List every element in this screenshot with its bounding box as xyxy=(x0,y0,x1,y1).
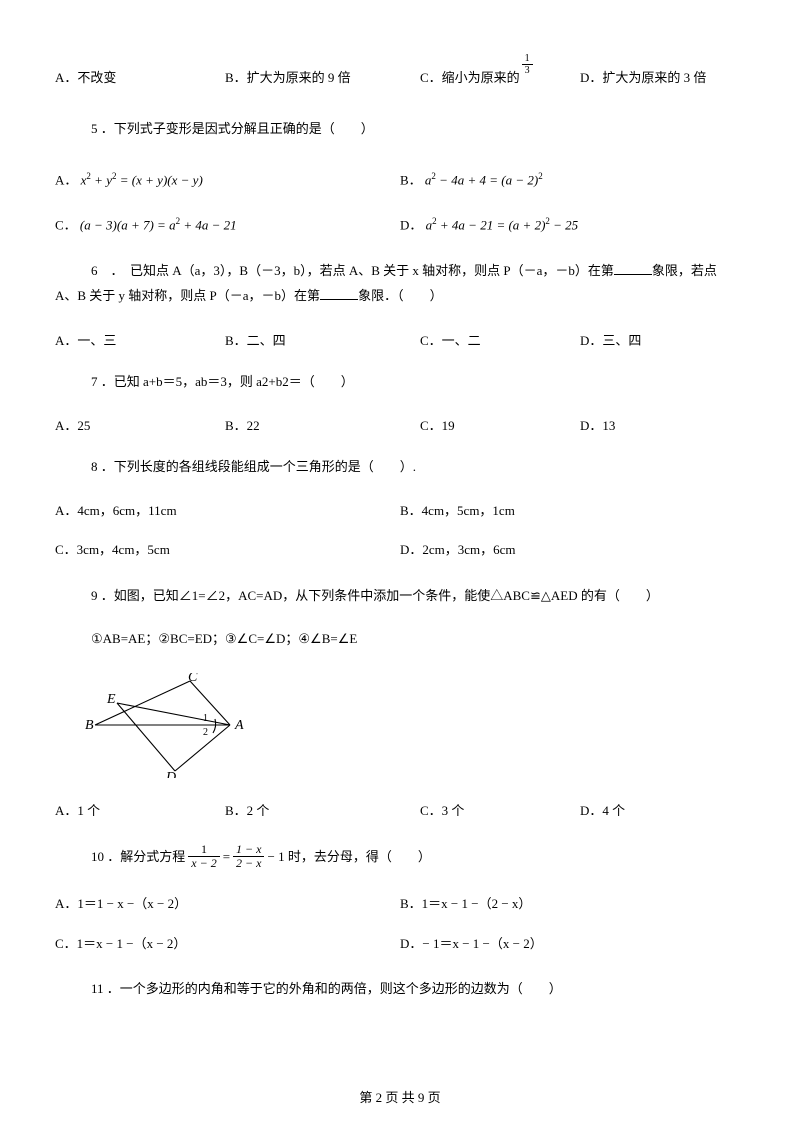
q6-opt-a: A．一、三 xyxy=(55,331,225,351)
q6-blank2 xyxy=(320,287,358,300)
q10-f1n: 1 xyxy=(188,843,219,857)
lbl-D: D xyxy=(165,770,176,778)
q8-opt-c: C．3cm，4cm，5cm xyxy=(55,540,400,560)
q10-opt-d: D．− 1＝x − 1 −（x − 2） xyxy=(400,934,745,954)
q7-opt-b: B．22 xyxy=(225,416,420,436)
q4-opt-d: D．扩大为原来的 3 倍 xyxy=(580,50,745,88)
q4-opt-c-text: C．缩小为原来的 xyxy=(420,68,520,88)
q6-l2-suf: 象限．（ ） xyxy=(358,288,443,303)
q9-cond: ①AB=AE；②BC=ED；③∠C=∠D；④∠B=∠E xyxy=(55,629,745,649)
q8-opt-b: B．4cm，5cm，1cm xyxy=(400,501,745,521)
q5-c-prefix: C． xyxy=(55,218,77,233)
q9-opt-a: A．1 个 xyxy=(55,801,225,821)
q7-opt-a: A．25 xyxy=(55,416,225,436)
q5-row-cd: C． (a − 3)(a + 7) = a2 + 4a − 21 D． a2 +… xyxy=(55,215,745,235)
q9-stem: 9 ．如图，已知∠1=∠2，AC=AD，从下列条件中添加一个条件，能使△ABC≌… xyxy=(55,586,745,606)
q5-c-math: (a − 3)(a + 7) = a2 + 4a − 21 xyxy=(80,215,237,235)
lbl-A: A xyxy=(234,718,244,733)
lbl-B: B xyxy=(85,718,94,733)
q6-line2: A、B 关于 y 轴对称，则点 P（－a，－b）在第 象限．（ ） xyxy=(55,286,745,307)
lbl-E: E xyxy=(106,692,116,707)
q10-pre: 10 ．解分式方程 xyxy=(91,847,185,867)
q10-opt-a: A．1＝1 − x −（x − 2） xyxy=(55,894,400,914)
q4-options-row: A．不改变 B．扩大为原来的 9 倍 C．缩小为原来的 1 3 D．扩大为原来的… xyxy=(55,50,745,88)
q8-row-cd: C．3cm，4cm，5cm D．2cm，3cm，6cm xyxy=(55,540,745,560)
q6-options: A．一、三 B．二、四 C．一、二 D．三、四 xyxy=(55,331,745,351)
q10-opt-b: B．1＝x − 1 −（2 − x） xyxy=(400,894,745,914)
q6-l2-text: A、B 关于 y 轴对称，则点 P（－a，－b）在第 xyxy=(55,288,320,303)
q8-stem: 8 ．下列长度的各组线段能组成一个三角形的是（ ）. xyxy=(55,457,745,477)
q4-frac-den: 3 xyxy=(522,65,533,76)
q5-d-prefix: D． xyxy=(400,218,422,233)
q5-stem: 5 ．下列式子变形是因式分解且正确的是（ ） xyxy=(55,116,745,142)
q5-opt-b: B． a2 − 4a + 4 = (a − 2)2 xyxy=(400,170,745,190)
q9-opt-c: C．3 个 xyxy=(420,801,580,821)
q7-opt-c: C．19 xyxy=(420,416,580,436)
q10-f2d: 2 − x xyxy=(233,857,264,870)
q10-opt-c: C．1＝x − 1 −（x − 2） xyxy=(55,934,400,954)
q9-opt-d: D．4 个 xyxy=(580,801,745,821)
q6-l1-suf: 象限，若点 xyxy=(652,263,717,278)
q5-a-prefix: A． xyxy=(55,172,77,187)
q5-b-math: a2 − 4a + 4 = (a − 2)2 xyxy=(425,170,543,190)
q10-suf: − 1 时，去分母，得（ ） xyxy=(267,847,430,867)
q10-f2n: 1 − x xyxy=(233,843,264,857)
q9-svg: A B C D E 1 2 xyxy=(85,673,250,778)
q9-opt-b: B．2 个 xyxy=(225,801,420,821)
q8-opt-d: D．2cm，3cm，6cm xyxy=(400,540,745,560)
lbl-C: C xyxy=(188,673,198,685)
q4-frac-num: 1 xyxy=(522,53,533,65)
q4-opt-c: C．缩小为原来的 1 3 xyxy=(420,50,580,88)
lbl-2: 2 xyxy=(203,727,208,738)
q10-stem: 10 ．解分式方程 1 x − 2 = 1 − x 2 − x − 1 时，去分… xyxy=(55,843,745,870)
q9-options: A．1 个 B．2 个 C．3 个 D．4 个 xyxy=(55,801,745,821)
q5-opt-a: A． x2 + y2 = (x + y)(x − y) xyxy=(55,170,400,190)
q5-a-math: x2 + y2 = (x + y)(x − y) xyxy=(81,170,203,190)
q6-blank1 xyxy=(614,262,652,275)
q6-opt-b: B．二、四 xyxy=(225,331,420,351)
q7-options: A．25 B．22 C．19 D．13 xyxy=(55,416,745,436)
q5-d-math: a2 + 4a − 21 = (a + 2)2 − 25 xyxy=(426,215,579,235)
q10-row-cd: C．1＝x − 1 −（x − 2） D．− 1＝x − 1 −（x − 2） xyxy=(55,934,745,954)
lbl-1: 1 xyxy=(203,713,208,724)
q5-row-ab: A． x2 + y2 = (x + y)(x − y) B． a2 − 4a +… xyxy=(55,170,745,190)
q10-f1d: x − 2 xyxy=(188,857,219,870)
q6-l1-text: 6 ． 已知点 A（a，3），B（－3，b），若点 A、B 关于 x 轴对称，则… xyxy=(91,263,614,278)
q9-figure: A B C D E 1 2 xyxy=(85,673,745,784)
q5-b-prefix: B． xyxy=(400,172,422,187)
q5-opt-d: D． a2 + 4a − 21 = (a + 2)2 − 25 xyxy=(400,215,745,235)
q7-stem: 7 ．已知 a+b＝5，ab＝3，则 a2+b2＝（ ） xyxy=(55,372,745,392)
q10-row-ab: A．1＝1 − x −（x − 2） B．1＝x − 1 −（2 − x） xyxy=(55,894,745,914)
q11-stem: 11 ．一个多边形的内角和等于它的外角和的两倍，则这个多边形的边数为（ ） xyxy=(55,979,745,999)
page-footer: 第 2 页 共 9 页 xyxy=(0,1088,800,1108)
q6-opt-c: C．一、二 xyxy=(420,331,580,351)
q5-opt-c: C． (a − 3)(a + 7) = a2 + 4a − 21 xyxy=(55,215,400,235)
q8-opt-a: A．4cm，6cm，11cm xyxy=(55,501,400,521)
q4-opt-a: A．不改变 xyxy=(55,50,225,88)
q8-row-ab: A．4cm，6cm，11cm B．4cm，5cm，1cm xyxy=(55,501,745,521)
q10-eq: = xyxy=(223,847,230,867)
q6-line1: 6 ． 已知点 A（a，3），B（－3，b），若点 A、B 关于 x 轴对称，则… xyxy=(55,261,745,282)
q7-opt-d: D．13 xyxy=(580,416,745,436)
q6-opt-d: D．三、四 xyxy=(580,331,745,351)
q4-opt-b: B．扩大为原来的 9 倍 xyxy=(225,50,420,88)
